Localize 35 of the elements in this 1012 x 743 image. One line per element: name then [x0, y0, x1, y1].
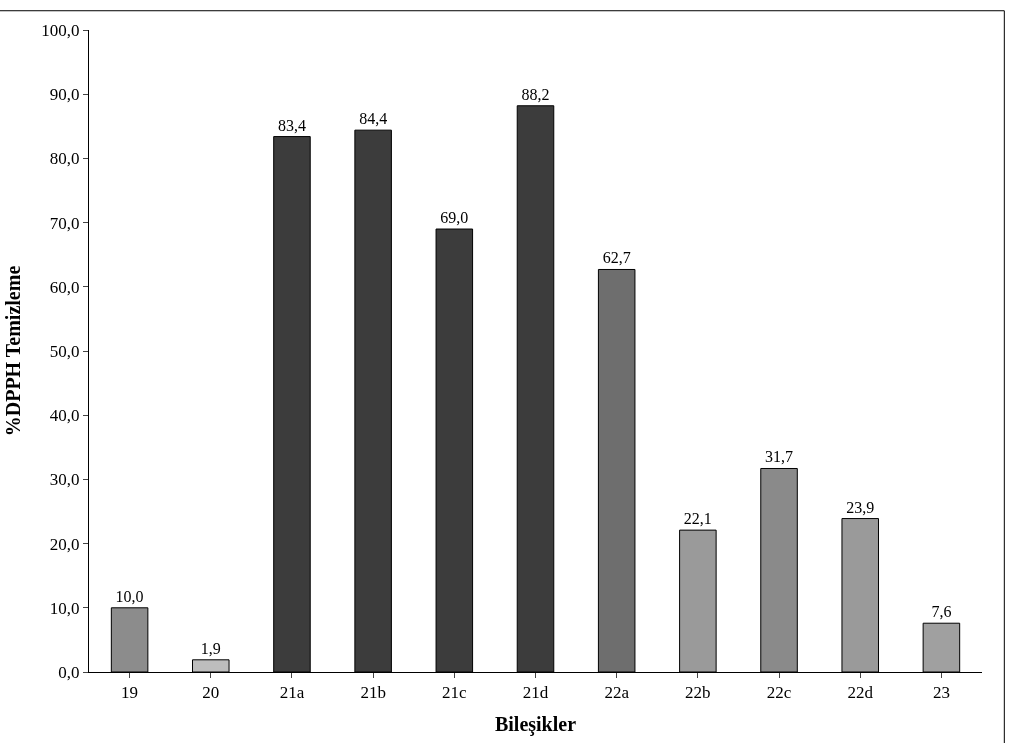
- x-tick-label: 22b: [685, 683, 711, 703]
- data-label: 23,9: [846, 498, 875, 516]
- y-tick-label: 10,0: [49, 598, 80, 618]
- data-label: 31,7: [765, 448, 794, 466]
- x-tick-label: 21a: [279, 683, 305, 703]
- data-label: 22,1: [683, 510, 712, 528]
- data-label: 83,4: [277, 116, 306, 134]
- y-axis-title: %DPPH Temizleme: [1, 265, 24, 437]
- data-label: 84,4: [359, 110, 388, 128]
- x-axis-title: Bileşikler: [494, 712, 577, 736]
- data-label: 10,0: [115, 587, 144, 605]
- x-tick-label: 21d: [522, 683, 549, 703]
- y-tick-label: 70,0: [49, 213, 80, 233]
- y-tick-label: 0,0: [58, 662, 80, 682]
- x-tick-label: 22c: [766, 683, 792, 703]
- y-tick-label: 50,0: [49, 341, 80, 361]
- y-tick-label: 100,0: [41, 20, 80, 40]
- x-tick-label: 23: [932, 683, 950, 703]
- y-tick-label: 90,0: [49, 85, 80, 105]
- data-label: 69,0: [440, 209, 469, 227]
- x-tick-label: 22a: [604, 683, 630, 703]
- data-label: 1,9: [200, 639, 221, 657]
- x-tick-label: 21c: [442, 683, 468, 703]
- x-tick-label: 20: [202, 683, 220, 703]
- y-tick-label: 20,0: [49, 534, 80, 554]
- y-tick-label: 80,0: [49, 149, 80, 169]
- y-tick-label: 60,0: [49, 277, 80, 297]
- data-label: 88,2: [521, 85, 550, 103]
- y-tick-label: 40,0: [49, 406, 80, 426]
- x-tick-label: 22d: [847, 683, 874, 703]
- y-tick-label: 30,0: [49, 470, 80, 490]
- x-tick-label: 19: [121, 683, 139, 703]
- data-label: 62,7: [602, 249, 631, 267]
- x-tick-label: 21b: [360, 683, 386, 703]
- data-label: 7,6: [931, 603, 952, 621]
